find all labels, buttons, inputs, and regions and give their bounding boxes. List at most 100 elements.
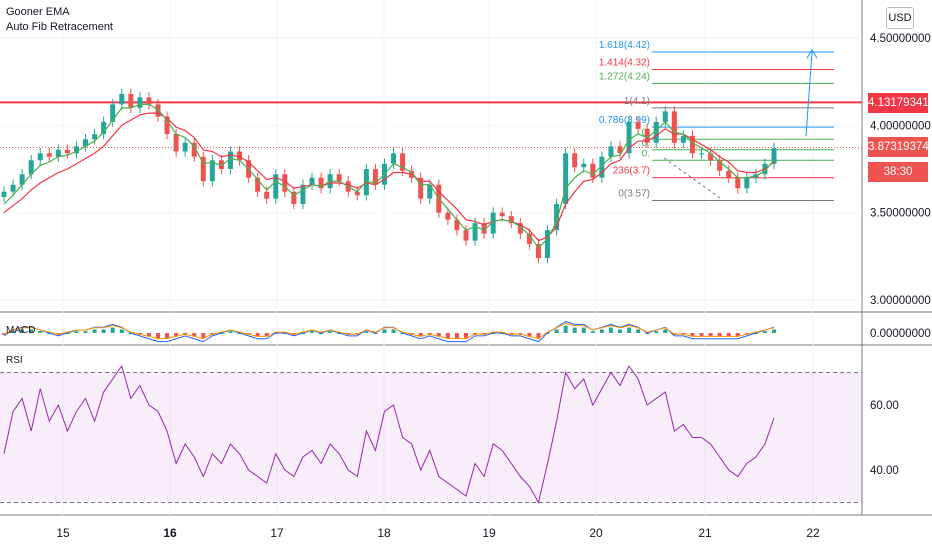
macd-histogram-bar <box>83 331 88 333</box>
candle-body <box>64 149 70 154</box>
macd-signal-line <box>3 322 775 340</box>
candle-body <box>771 148 777 164</box>
candle-body <box>28 160 34 175</box>
fib-level-label: 1(4.1) <box>624 96 650 107</box>
macd-histogram-bar <box>436 333 441 337</box>
macd-histogram-bar <box>663 329 668 333</box>
x-tick-label: 16 <box>163 526 177 540</box>
price-tick-label: 4.50000000 <box>870 33 931 45</box>
ema-fast-line <box>3 103 775 249</box>
x-tick-label: 19 <box>482 526 496 540</box>
macd-histogram-bar <box>690 333 695 337</box>
candle-body <box>191 142 197 157</box>
rsi-tick-label: 40.00 <box>870 465 899 477</box>
macd-histogram-bar <box>464 333 468 339</box>
candle-body <box>635 121 641 129</box>
candle-body <box>735 177 741 189</box>
candle-body <box>535 244 541 259</box>
candle-body <box>490 212 496 234</box>
candle-body <box>662 111 668 122</box>
macd-histogram-bar <box>536 333 541 339</box>
candle-body <box>463 230 469 241</box>
macd-histogram-bar <box>445 333 450 339</box>
candle-body <box>200 156 206 182</box>
projection-arrow <box>805 51 813 137</box>
candle-body <box>92 134 98 140</box>
macd-histogram-bar <box>29 329 34 333</box>
candle-body <box>726 170 732 178</box>
candle-body <box>699 153 705 155</box>
candle-body <box>209 160 215 182</box>
candle-body <box>517 223 523 234</box>
macd-line <box>3 320 775 343</box>
macd-histogram-bar <box>708 333 713 337</box>
macd-histogram-bar <box>563 325 568 333</box>
macd-histogram-bar <box>11 331 16 333</box>
ema-indicator-label[interactable]: Gooner EMA <box>6 6 70 18</box>
macd-histogram-bar <box>382 329 387 333</box>
candle-body <box>255 177 261 192</box>
fib-level-label: 1.618(4.42) <box>599 40 650 51</box>
fib-level-label: 236(3.7) <box>613 166 650 177</box>
countdown-tag: 38:30 <box>868 162 928 182</box>
macd-histogram-bar <box>454 333 459 339</box>
macd-tick-label: 0.00000000 <box>870 328 931 340</box>
candle-body <box>590 163 596 178</box>
x-tick-label: 21 <box>698 526 712 540</box>
candle-body <box>119 93 125 105</box>
candle-body <box>227 151 233 169</box>
price-tick-label: 3.50000000 <box>870 208 931 220</box>
candle-body <box>10 184 16 192</box>
candle-body <box>354 191 360 196</box>
macd-histogram-bar <box>255 333 260 337</box>
candle-body <box>472 223 478 241</box>
macd-histogram-bar <box>119 329 124 333</box>
macd-histogram-bar <box>590 331 595 333</box>
candle-body <box>46 153 52 157</box>
candle-body <box>282 174 288 192</box>
candle-body <box>680 135 686 143</box>
macd-histogram-bar <box>599 329 604 333</box>
candle-body <box>101 121 107 135</box>
x-tick-label: 20 <box>589 526 603 540</box>
macd-histogram-bar <box>735 333 740 337</box>
fib-level-label: 1.272(4.24) <box>599 71 650 82</box>
candle-body <box>318 177 324 189</box>
candle-body <box>83 139 89 147</box>
candle-body <box>717 160 723 171</box>
candle-body <box>744 177 750 189</box>
candle-body <box>309 177 315 185</box>
macd-label[interactable]: MACD <box>6 325 36 336</box>
currency-button[interactable]: USD <box>886 7 914 29</box>
candle-body <box>19 174 25 185</box>
last-price-tag: 3.87319374 <box>868 137 929 157</box>
candle-body <box>128 93 134 108</box>
projection-arrowhead <box>806 49 818 59</box>
x-tick-label: 22 <box>806 526 820 540</box>
candle-body <box>689 135 695 154</box>
macd-histogram-bar <box>228 331 233 333</box>
fib-indicator-label[interactable]: Auto Fib Retracement <box>6 21 113 33</box>
macd-histogram-bar <box>364 331 369 333</box>
rsi-label[interactable]: RSI <box>6 355 23 366</box>
candle-body <box>173 134 179 152</box>
macd-histogram-bar <box>92 329 97 333</box>
candle-body <box>572 153 578 168</box>
macd-histogram-bar <box>101 329 106 333</box>
macd-histogram-bar <box>654 331 659 333</box>
macd-histogram-bar <box>608 327 613 333</box>
candle-body <box>137 97 143 108</box>
rsi-line <box>3 364 775 504</box>
candle-body <box>581 163 587 168</box>
candle-body <box>300 184 306 204</box>
candle-body <box>372 169 378 185</box>
macd-histogram-bar <box>418 333 423 337</box>
macd-histogram-bar <box>554 329 559 333</box>
candle-body <box>37 153 43 161</box>
candle-body <box>55 149 61 157</box>
x-tick-label: 17 <box>270 526 284 540</box>
x-tick-label: 18 <box>377 526 391 540</box>
candle-body <box>400 153 406 171</box>
candle-body <box>264 191 270 199</box>
